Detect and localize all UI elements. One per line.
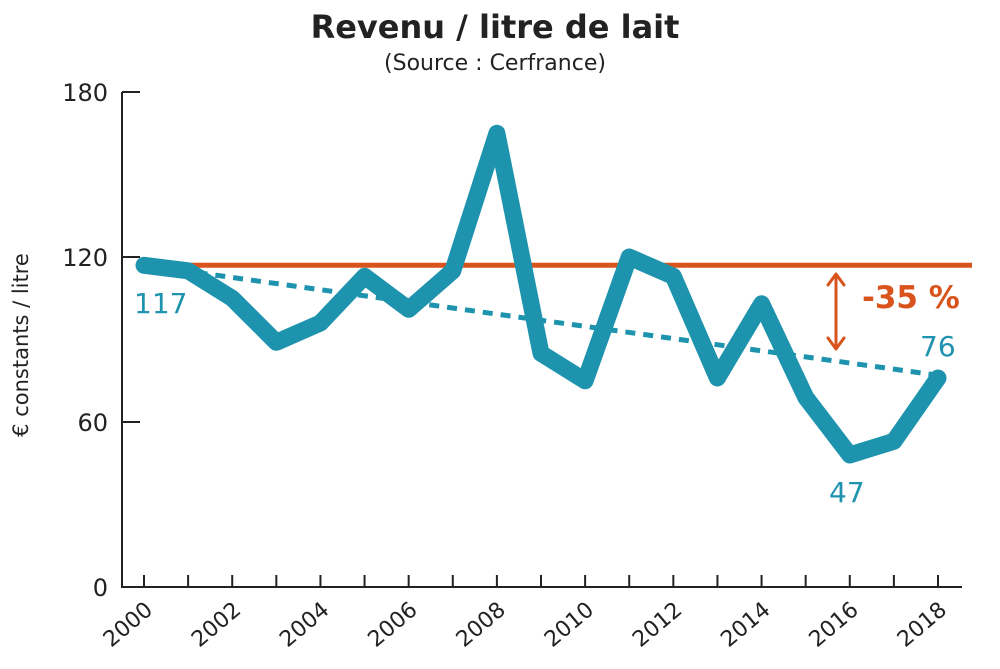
x-tick-label: 2006 <box>364 597 423 652</box>
series-group <box>135 124 947 464</box>
y-tick-label: 60 <box>77 409 108 437</box>
x-tick-label: 2012 <box>628 597 687 652</box>
chart-subtitle: (Source : Cerfrance) <box>384 51 606 76</box>
chart-title: Revenu / litre de lait <box>311 8 680 46</box>
start-value-label: 117 <box>134 287 187 320</box>
x-tick-label: 2008 <box>452 597 511 652</box>
x-tick-label: 2000 <box>99 597 158 652</box>
x-tick-label: 2018 <box>893 597 952 652</box>
change-percent-label: -35 % <box>862 280 960 316</box>
axes: 0 60 120 180 2000 2002 2004 2006 2008 2010 2012 201… <box>62 79 962 653</box>
x-tick-label: 2010 <box>540 597 599 652</box>
annotations-group: 117 47 76 -35 % <box>134 272 960 509</box>
series-line <box>135 124 947 464</box>
y-tick-label: 120 <box>62 244 108 272</box>
change-arrow-head-down <box>826 336 846 351</box>
y-tick-label: 180 <box>62 79 108 107</box>
x-tick-label: 2014 <box>716 597 775 652</box>
y-tick-label: 0 <box>93 574 108 602</box>
x-tick-label: 2016 <box>805 597 864 652</box>
change-arrow-head-up <box>826 272 846 287</box>
y-axis-label: € constants / litre <box>9 253 33 437</box>
end-value-label: 76 <box>920 330 956 363</box>
min-value-label: 47 <box>829 476 865 509</box>
x-tick-label: 2002 <box>187 597 246 652</box>
x-tick-label: 2004 <box>275 597 334 652</box>
